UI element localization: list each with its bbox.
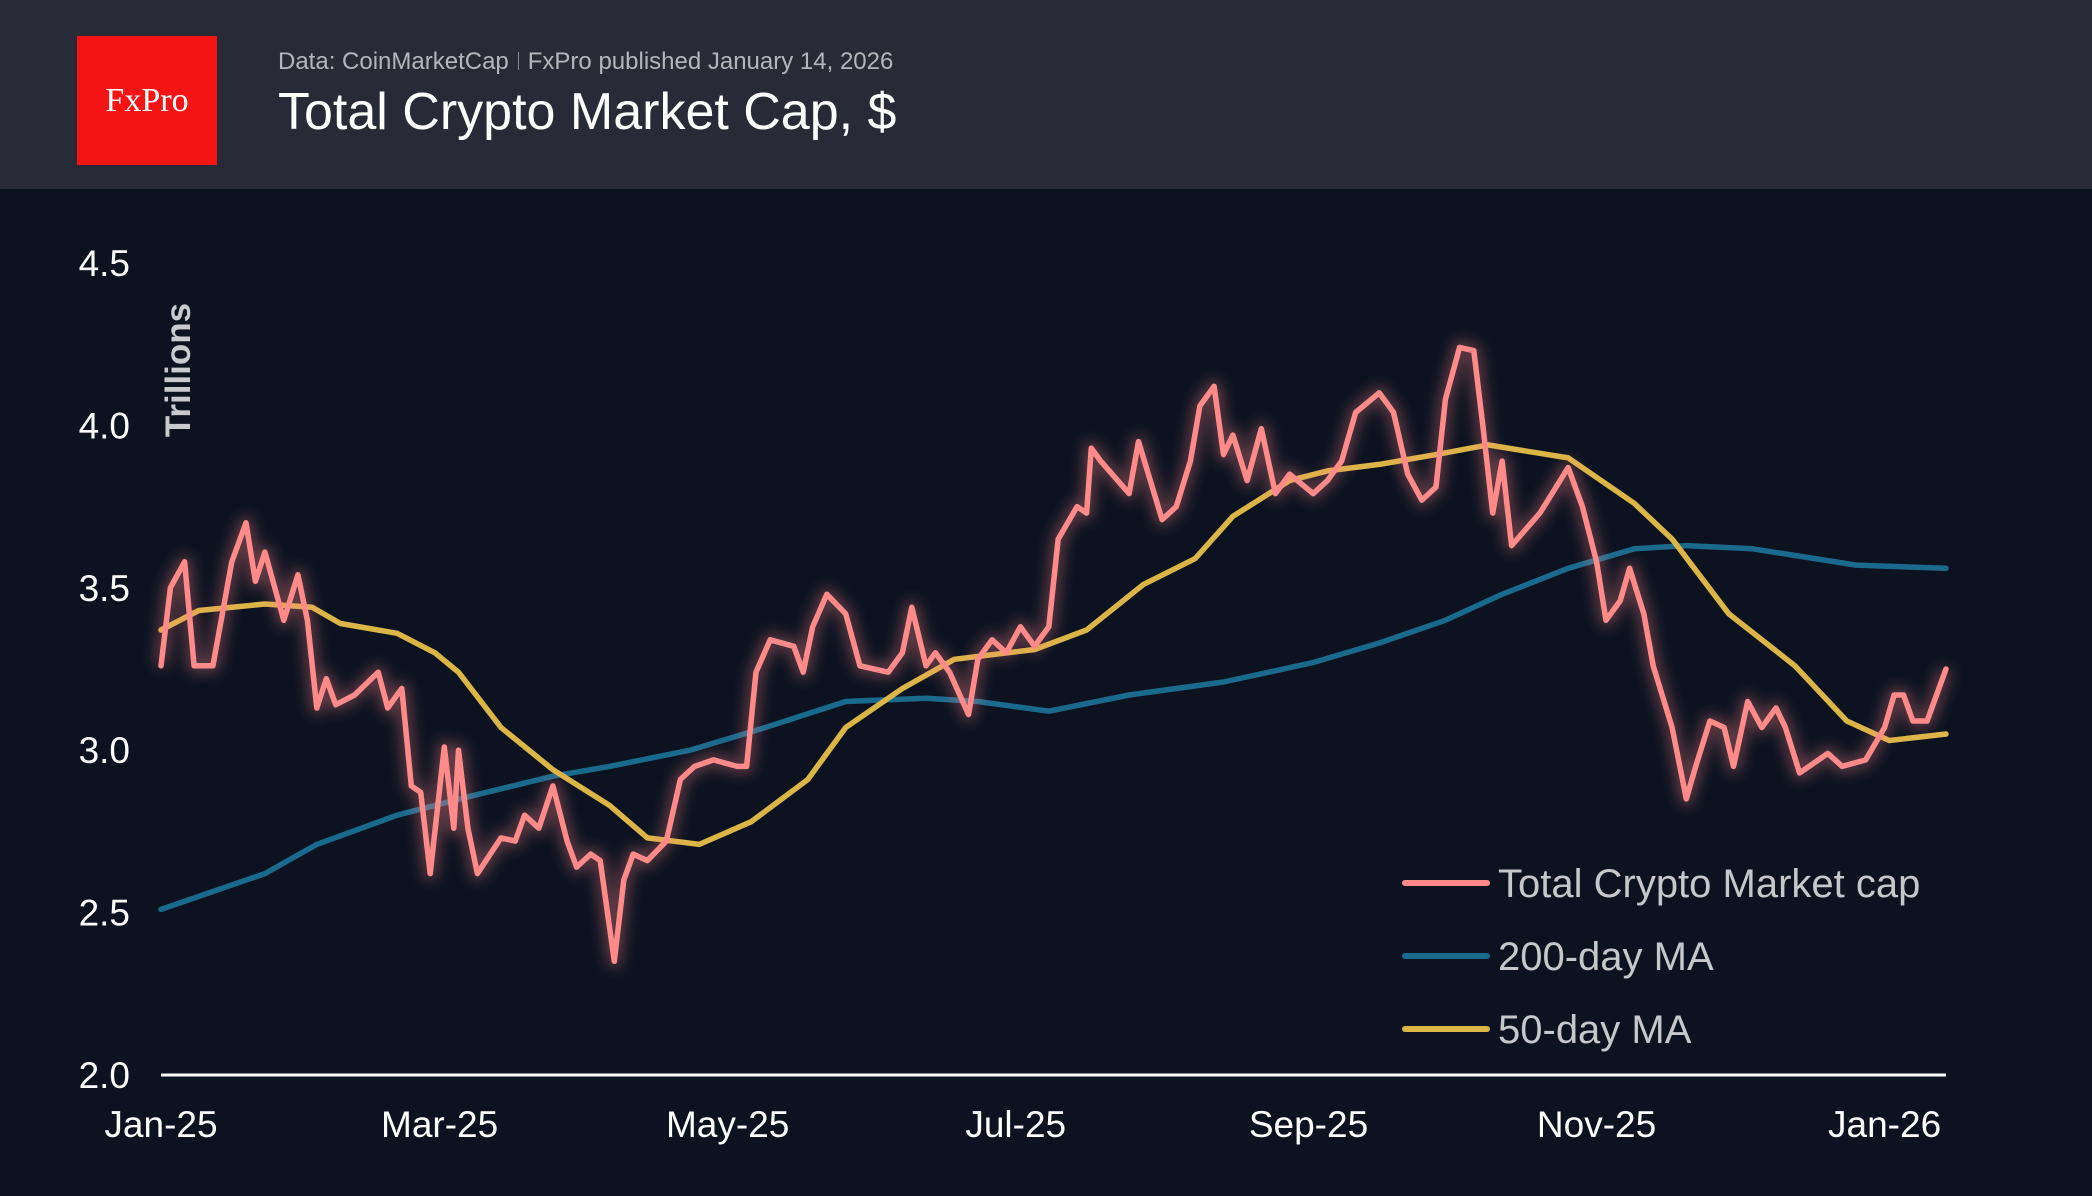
y-tick-label: 4.5 — [79, 243, 130, 284]
y-axis-label: Trillions — [159, 303, 198, 437]
y-tick-label: 3.0 — [79, 730, 130, 771]
separator — [517, 52, 519, 70]
legend-label: 50-day MA — [1498, 1008, 1692, 1052]
y-tick-label: 2.5 — [79, 893, 130, 934]
published-date: FxPro published January 14, 2026 — [527, 48, 894, 75]
x-tick-label: Nov-25 — [1537, 1104, 1656, 1145]
legend-item: Total Crypto Market cap — [1402, 862, 1920, 906]
x-tick-label: Jan-25 — [104, 1104, 217, 1145]
legend-item: 50-day MA — [1402, 1008, 1692, 1052]
x-tick-label: Mar-25 — [381, 1104, 498, 1145]
x-tick-label: Jan-26 — [1828, 1104, 1941, 1145]
total-crypto-market-cap-line — [158, 344, 1949, 965]
data-source: Data: CoinMarketCap — [278, 48, 509, 75]
y-tick-label: 2.0 — [79, 1055, 130, 1096]
x-tick-label: May-25 — [666, 1104, 789, 1145]
fxpro-logo: FxPro — [77, 36, 217, 165]
subtitle: Data: CoinMarketCap FxPro published Janua… — [278, 48, 893, 76]
x-tick-label: Jul-25 — [965, 1104, 1066, 1145]
y-tick-label: 4.0 — [79, 405, 130, 446]
logo-text: FxPro — [105, 81, 189, 119]
200-day-ma-line — [158, 542, 1949, 913]
50-day-ma-line — [158, 442, 1949, 848]
y-tick-label: 3.5 — [79, 568, 130, 609]
chart-title: Total Crypto Market Cap, $ — [278, 83, 897, 141]
header: FxPro Data: CoinMarketCap FxPro published… — [0, 0, 2092, 189]
legend-label: 200-day MA — [1498, 935, 1714, 979]
legend-label: Total Crypto Market cap — [1498, 862, 1920, 906]
legend-item: 200-day MA — [1402, 935, 1714, 979]
x-tick-label: Sep-25 — [1249, 1104, 1368, 1145]
